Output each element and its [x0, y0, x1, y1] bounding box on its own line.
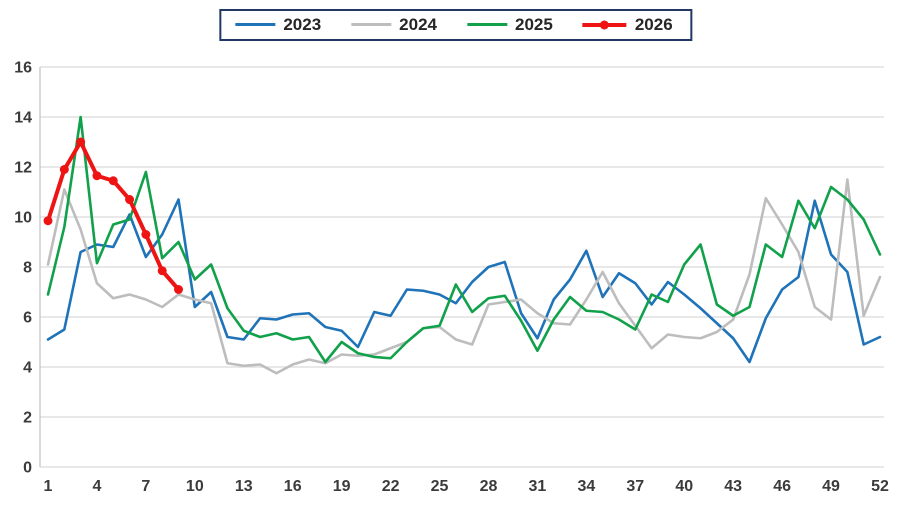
legend-item-2024: 2024: [351, 16, 437, 33]
legend-line-swatch-2024: [351, 23, 392, 26]
svg-text:13: 13: [235, 478, 253, 495]
legend-line-marker-swatch-2026: [582, 20, 627, 29]
svg-text:10: 10: [14, 210, 32, 227]
svg-text:12: 12: [14, 160, 32, 177]
chart-legend: 2023 2024 2025 2026: [219, 9, 693, 41]
svg-text:52: 52: [871, 478, 889, 495]
svg-text:22: 22: [382, 478, 400, 495]
svg-text:43: 43: [724, 478, 742, 495]
legend-item-2025: 2025: [467, 16, 553, 33]
svg-text:40: 40: [675, 478, 693, 495]
legend-line-swatch-2025: [467, 23, 507, 26]
legend-label-2023: 2023: [283, 15, 322, 34]
svg-text:16: 16: [14, 60, 32, 77]
svg-text:4: 4: [92, 478, 101, 495]
svg-text:4: 4: [23, 360, 32, 377]
legend-line-swatch-2023: [235, 23, 276, 26]
svg-text:8: 8: [23, 260, 32, 277]
legend-marker-dot-2026: [600, 20, 610, 29]
svg-text:28: 28: [480, 478, 498, 495]
svg-text:14: 14: [14, 110, 32, 127]
svg-text:25: 25: [431, 478, 449, 495]
svg-text:49: 49: [822, 478, 840, 495]
svg-text:31: 31: [529, 478, 547, 495]
svg-text:19: 19: [333, 478, 351, 495]
svg-text:2: 2: [23, 410, 32, 427]
svg-text:6: 6: [23, 310, 32, 327]
svg-text:1: 1: [44, 478, 53, 495]
legend-label-2024: 2024: [399, 15, 437, 34]
legend-label-2025: 2025: [515, 15, 553, 34]
svg-text:7: 7: [141, 478, 150, 495]
legend-item-2026: 2026: [582, 15, 673, 34]
legend-label-2026: 2026: [634, 15, 673, 34]
svg-text:46: 46: [773, 478, 791, 495]
svg-text:0: 0: [23, 460, 32, 477]
legend-item-2023: 2023: [235, 16, 321, 33]
svg-text:10: 10: [186, 478, 204, 495]
svg-text:16: 16: [284, 478, 302, 495]
svg-text:37: 37: [626, 478, 644, 495]
svg-text:34: 34: [577, 478, 595, 495]
